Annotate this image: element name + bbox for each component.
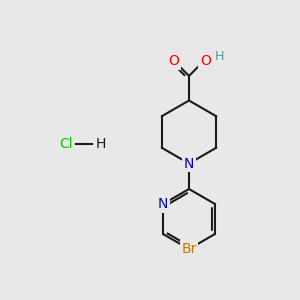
Text: Br: Br: [181, 242, 197, 256]
Text: H: H: [95, 137, 106, 151]
Text: H: H: [215, 50, 224, 63]
Text: N: N: [184, 157, 194, 170]
Text: O: O: [200, 54, 211, 68]
Text: O: O: [169, 54, 180, 68]
Text: N: N: [158, 197, 168, 211]
Text: Cl: Cl: [59, 137, 73, 151]
